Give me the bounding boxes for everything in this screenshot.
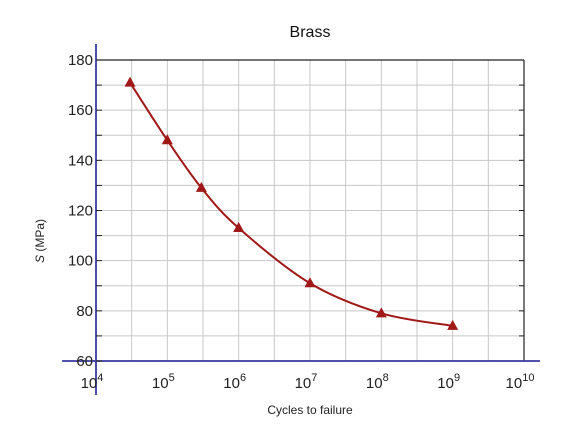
- x-tick-label: 104: [81, 372, 104, 392]
- x-tick-label: 108: [366, 372, 389, 392]
- data-point-marker: [233, 222, 245, 233]
- data-point-marker: [195, 181, 207, 192]
- data-point-marker: [375, 307, 387, 318]
- tick-labels: 60 80 100 120 140 160 180 104 105 106 107 108 109 101…: [68, 52, 535, 392]
- data-point-marker: [124, 76, 136, 87]
- series-markers: [124, 76, 459, 330]
- x-tick-label: 109: [437, 372, 460, 392]
- y-tick-label: 140: [68, 152, 93, 169]
- data-point-marker: [447, 319, 459, 330]
- axes: [62, 44, 540, 395]
- series-line: [129, 82, 453, 327]
- x-tick-label: 106: [223, 372, 246, 392]
- chart-title: Brass: [290, 24, 331, 41]
- plot-frame: [96, 59, 525, 361]
- x-tick-label: 105: [152, 372, 175, 392]
- y-tick-label: 100: [68, 253, 93, 270]
- y-tick-label: 60: [76, 353, 93, 370]
- grid: [96, 60, 524, 361]
- x-tick-label: 107: [295, 372, 318, 392]
- y-tick-label: 180: [68, 52, 93, 69]
- y-tick-label: 120: [68, 203, 93, 220]
- y-tick-label: 80: [76, 303, 93, 320]
- data-point-marker: [304, 277, 316, 288]
- data-point-marker: [161, 134, 173, 145]
- x-axis-title: Cycles to failure: [267, 403, 353, 417]
- x-tick-label: 1010: [506, 372, 535, 392]
- y-axis-title: S (MPa): [33, 219, 47, 263]
- y-tick-label: 160: [68, 102, 93, 119]
